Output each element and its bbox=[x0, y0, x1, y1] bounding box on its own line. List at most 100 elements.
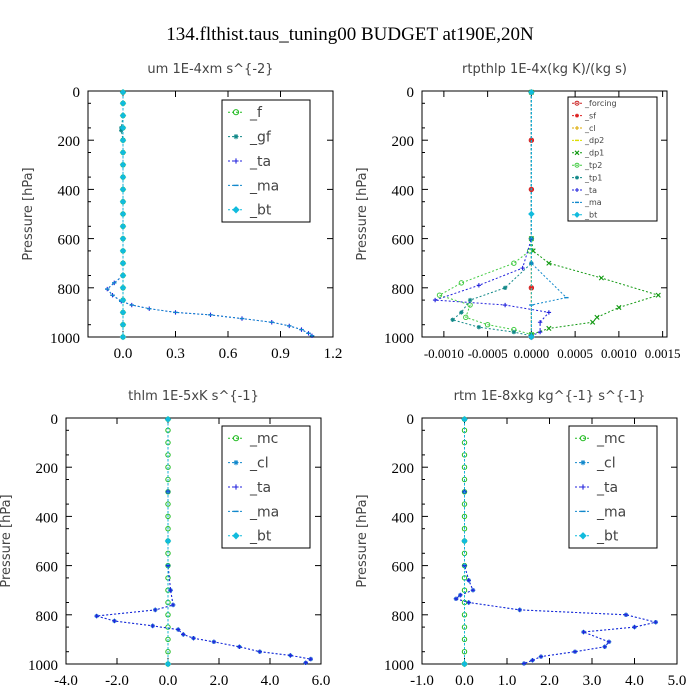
data-point bbox=[528, 333, 535, 341]
panel-title: rtpthlp 1E-4x(kg K)/(kg s) bbox=[462, 62, 627, 77]
legend-marker bbox=[232, 435, 240, 442]
data-point bbox=[461, 415, 468, 423]
data-point bbox=[165, 526, 171, 532]
series-line-ta bbox=[96, 419, 313, 664]
y-tick-label: 400 bbox=[36, 510, 59, 526]
data-point bbox=[119, 247, 127, 255]
x-tick-label: 1.2 bbox=[324, 346, 343, 362]
legend-label: _bt bbox=[596, 529, 619, 545]
x-tick-label: 5.0 bbox=[668, 673, 687, 689]
data-point bbox=[594, 314, 600, 320]
data-point bbox=[461, 513, 468, 520]
legend-label: _ma bbox=[249, 178, 279, 194]
data-point bbox=[119, 149, 127, 156]
data-point bbox=[168, 588, 173, 593]
data-point bbox=[461, 526, 468, 532]
data-point bbox=[581, 629, 586, 635]
data-point bbox=[616, 304, 622, 311]
y-tick-label: 1000 bbox=[384, 331, 414, 347]
y-tick-label: 400 bbox=[58, 183, 81, 199]
x-tick-label: -2.0 bbox=[105, 673, 129, 689]
data-point bbox=[461, 476, 468, 483]
data-point bbox=[165, 501, 171, 507]
x-tick-label: 0.0010 bbox=[601, 346, 637, 361]
y-tick-label: 200 bbox=[58, 134, 81, 150]
data-point bbox=[458, 280, 465, 286]
data-point bbox=[467, 297, 473, 303]
data-point bbox=[511, 260, 517, 266]
data-point bbox=[606, 639, 612, 645]
y-tick-label: 800 bbox=[36, 609, 59, 625]
legend-marker bbox=[233, 134, 239, 140]
data-point bbox=[119, 210, 127, 218]
y-tick-label: 1000 bbox=[384, 658, 414, 674]
data-point bbox=[528, 210, 535, 218]
legend-label: _forcing bbox=[584, 99, 617, 108]
y-tick-label: 0 bbox=[407, 85, 415, 101]
legend-label: _cl bbox=[249, 456, 269, 472]
legend-marker bbox=[575, 126, 579, 130]
legend-label: _bt bbox=[249, 529, 272, 545]
data-point bbox=[653, 619, 658, 625]
y-tick-label: 200 bbox=[392, 461, 415, 477]
legend-marker bbox=[573, 211, 581, 218]
data-point bbox=[546, 310, 552, 315]
legend-label: _tp2 bbox=[584, 161, 602, 170]
legend-marker bbox=[579, 435, 587, 442]
data-point bbox=[119, 198, 127, 205]
x-tick-label: 6.0 bbox=[312, 673, 331, 689]
x-tick-label: 0.0005 bbox=[557, 346, 593, 361]
data-point bbox=[458, 592, 463, 598]
data-point bbox=[257, 649, 262, 654]
data-point bbox=[176, 627, 181, 632]
data-point bbox=[590, 319, 596, 325]
legend-label: _ta bbox=[596, 480, 618, 496]
data-point bbox=[119, 161, 127, 169]
data-point bbox=[288, 653, 293, 658]
series-group bbox=[94, 415, 313, 668]
data-point bbox=[164, 415, 172, 423]
y-tick-label: 600 bbox=[58, 233, 81, 249]
data-point bbox=[463, 314, 469, 321]
chart-panel-2: rtpthlp 1E-4x(kg K)/(kg s) Pressure [hPa]… bbox=[355, 62, 681, 361]
data-point bbox=[602, 644, 607, 649]
data-point bbox=[119, 136, 127, 144]
legend-label: _ta bbox=[584, 186, 597, 195]
x-tick-label: 0.0015 bbox=[645, 346, 681, 361]
series-line-tp1 bbox=[451, 92, 532, 337]
chart-panel-3: thlm 1E-5xK s^{-1} Pressure [hPa] 0 200 400 6… bbox=[0, 389, 330, 689]
legend: _forcing _sf _cl _dp2 _dp1 _tp2 _tp1 _ta _ma _bt bbox=[567, 96, 658, 222]
x-tick-label: -4.0 bbox=[54, 673, 78, 689]
panels: um 1E-4xm s^{-2} Pressure [hPa] 0 200 400 600… bbox=[0, 62, 686, 689]
data-point bbox=[538, 654, 544, 659]
legend-label: _cl bbox=[596, 456, 616, 472]
data-point bbox=[461, 649, 468, 655]
data-point bbox=[119, 296, 127, 304]
data-point bbox=[598, 275, 604, 281]
legend-marker bbox=[232, 532, 240, 540]
legend-label: _tp1 bbox=[584, 173, 602, 182]
y-axis-label: Pressure [hPa] bbox=[355, 494, 370, 587]
data-point bbox=[461, 660, 468, 668]
legend-marker bbox=[233, 158, 239, 164]
data-point bbox=[165, 476, 171, 483]
data-point bbox=[164, 537, 172, 545]
series-group bbox=[105, 88, 315, 341]
series-line-ma bbox=[530, 92, 568, 337]
data-point bbox=[308, 656, 313, 662]
x-tick-label: 0.0 bbox=[455, 673, 474, 689]
data-point bbox=[165, 649, 171, 655]
y-tick-label: 200 bbox=[36, 461, 59, 477]
data-point bbox=[484, 322, 491, 328]
y-tick-label: 0 bbox=[407, 412, 415, 428]
data-point bbox=[470, 588, 476, 593]
data-point bbox=[119, 284, 127, 292]
data-point bbox=[466, 600, 471, 605]
data-point bbox=[119, 333, 127, 341]
legend-label: _gf bbox=[249, 130, 272, 146]
data-point bbox=[119, 128, 124, 133]
legend-marker bbox=[575, 188, 579, 192]
data-point bbox=[119, 124, 127, 132]
y-tick-label: 400 bbox=[392, 510, 415, 526]
